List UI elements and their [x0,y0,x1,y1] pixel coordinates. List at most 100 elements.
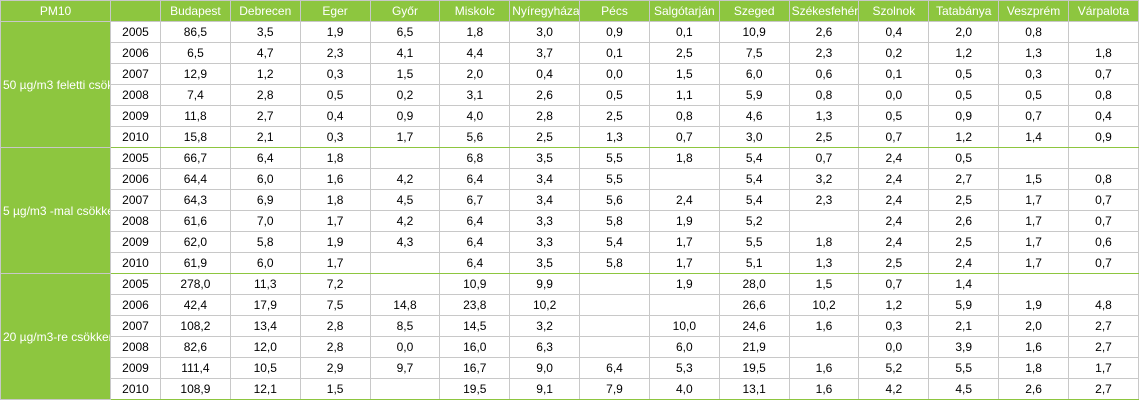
value-cell: 3,1 [439,84,511,106]
value-cell: 12,0 [229,336,301,358]
value-cell [579,294,650,316]
value-cell [369,147,441,169]
value-cell: 108,2 [160,315,231,337]
value-cell: 2,5 [858,252,930,274]
city-header: Debrecen [229,0,301,22]
value-cell [1067,147,1139,169]
city-header: Pécs [579,0,650,22]
value-cell [998,273,1069,295]
value-cell: 6,7 [439,189,511,211]
value-cell: 0,5 [998,84,1069,106]
year-cell: 2010 [110,126,161,148]
value-cell: 10,5 [229,357,301,379]
value-cell: 2,3 [788,42,860,64]
year-cell: 2009 [110,105,161,127]
value-cell: 1,7 [1067,357,1139,379]
value-cell: 0,0 [858,336,930,358]
value-cell: 1,8 [299,147,371,169]
value-cell: 15,8 [160,126,231,148]
value-cell: 0,8 [998,21,1069,43]
value-cell: 1,8 [788,231,860,253]
value-cell: 1,9 [998,294,1069,316]
value-cell: 3,5 [509,147,581,169]
value-cell: 0,8 [648,105,720,127]
value-cell: 0,3 [299,126,371,148]
value-cell: 3,2 [509,315,581,337]
value-cell: 6,4 [439,168,511,190]
city-header: Nyíregyháza [509,0,581,22]
value-cell: 11,8 [160,105,231,127]
table-row: 2008 82,6 12,0 2,8 0,0 16,0 6,3 6,0 21,9 0,0 3,9 1,… [1,336,1139,358]
year-cell: 2007 [110,189,161,211]
value-cell: 3,5 [229,21,301,43]
value-cell: 0,1 [858,63,930,85]
value-cell: 1,9 [299,21,371,43]
value-cell: 19,5 [718,357,790,379]
value-cell: 1,9 [648,210,720,232]
value-cell: 6,4 [579,357,650,379]
value-cell: 2,3 [299,42,371,64]
value-cell: 66,7 [160,147,231,169]
value-cell: 7,9 [579,378,650,400]
value-cell: 0,9 [1067,126,1139,148]
value-cell: 1,6 [998,336,1069,358]
value-cell: 3,0 [718,126,790,148]
table-row: 2010 15,8 2,1 0,3 1,7 5,6 2,5 1,3 0,7 3,0 2,5 0,7 1,… [1,126,1139,148]
value-cell: 7,4 [160,84,231,106]
value-cell: 13,1 [718,378,790,400]
value-cell: 1,2 [229,63,301,85]
value-cell: 2,0 [439,63,511,85]
value-cell: 2,7 [928,168,1000,190]
value-cell: 2,8 [299,336,371,358]
value-cell: 1,6 [299,168,371,190]
year-cell: 2009 [110,231,161,253]
value-cell: 6,4 [439,231,511,253]
value-cell: 64,3 [160,189,231,211]
value-cell: 1,5 [648,63,720,85]
value-cell: 4,2 [858,378,930,400]
year-cell: 2006 [110,168,161,190]
value-cell: 3,7 [509,42,581,64]
value-cell: 1,9 [648,273,720,295]
value-cell: 6,4 [439,210,511,232]
value-cell: 1,8 [299,189,371,211]
value-cell: 6,0 [648,336,720,358]
value-cell: 1,7 [369,126,441,148]
table-row: 20 µg/m3-re csökkentve decrease to 20 µg… [0,273,1139,400]
value-cell: 1,3 [788,252,860,274]
value-cell: 6,8 [439,147,511,169]
value-cell [579,315,650,337]
table-row: 5 µg/m3 -mal csökkentve decrease by 5 µg… [0,147,1139,274]
year-cell: 2008 [110,210,161,232]
value-cell: 1,2 [928,126,1000,148]
value-cell: 1,8 [998,357,1069,379]
value-cell: 10,2 [509,294,581,316]
value-cell [648,294,720,316]
table-row: 2010 108,9 12,1 1,5 19,5 9,1 7,9 4,0 13,1 1,6 4,2 4… [1,378,1139,400]
year-header [110,0,161,22]
value-cell [648,168,720,190]
value-cell [369,273,441,295]
value-cell: 4,7 [229,42,301,64]
value-cell: 0,7 [1067,210,1139,232]
value-cell: 1,6 [788,357,860,379]
value-cell: 0,4 [858,21,930,43]
table-row: 2006 6,5 4,7 2,3 4,1 4,4 3,7 0,1 2,5 7,5 2,3 0,2 1,2… [1,42,1139,64]
value-cell: 8,5 [369,315,441,337]
value-cell: 4,2 [369,168,441,190]
value-cell: 4,0 [648,378,720,400]
value-cell: 9,7 [369,357,441,379]
value-cell: 14,8 [369,294,441,316]
value-cell: 5,9 [928,294,1000,316]
value-cell: 5,4 [579,231,650,253]
value-cell: 1,8 [439,21,511,43]
value-cell: 28,0 [718,273,790,295]
value-cell: 2,0 [998,315,1069,337]
value-cell: 0,7 [858,126,930,148]
value-cell: 2,7 [1067,315,1139,337]
value-cell: 1,8 [648,147,720,169]
value-cell: 5,8 [579,210,650,232]
value-cell: 0,1 [579,42,650,64]
value-cell: 1,5 [369,63,441,85]
value-cell: 0,2 [858,42,930,64]
